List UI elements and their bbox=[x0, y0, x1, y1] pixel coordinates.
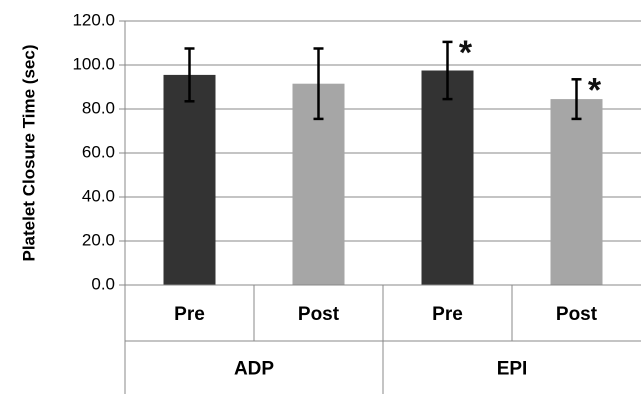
x-category-label: Post bbox=[298, 304, 340, 325]
bar bbox=[421, 70, 474, 285]
significance-marker: * bbox=[459, 34, 473, 72]
labels: 0.0 20.0 40.0 60.0 80.0 100.0 120.0 Pre Post * Pre… bbox=[72, 10, 601, 379]
y-tick-label: 120.0 bbox=[72, 10, 115, 29]
x-category-label: Pre bbox=[174, 304, 205, 325]
x-group-label: ADP bbox=[234, 359, 274, 380]
y-tick-label: 20.0 bbox=[82, 230, 115, 249]
y-tick-label: 100.0 bbox=[72, 54, 115, 73]
x-group-label: EPI bbox=[497, 359, 528, 380]
axes bbox=[119, 20, 641, 394]
y-tick-label: 60.0 bbox=[82, 142, 115, 161]
x-category-label: Post bbox=[556, 304, 598, 325]
y-tick-label: 0.0 bbox=[91, 274, 115, 293]
significance-marker: * bbox=[588, 71, 602, 109]
bar bbox=[550, 99, 603, 285]
y-tick-label: 40.0 bbox=[82, 186, 115, 205]
bar bbox=[163, 74, 216, 286]
x-category-label: Pre bbox=[432, 304, 463, 325]
y-tick-label: 80.0 bbox=[82, 98, 115, 117]
bars bbox=[163, 40, 603, 286]
y-axis-label: Platelet Closure Time (sec) bbox=[19, 45, 38, 262]
